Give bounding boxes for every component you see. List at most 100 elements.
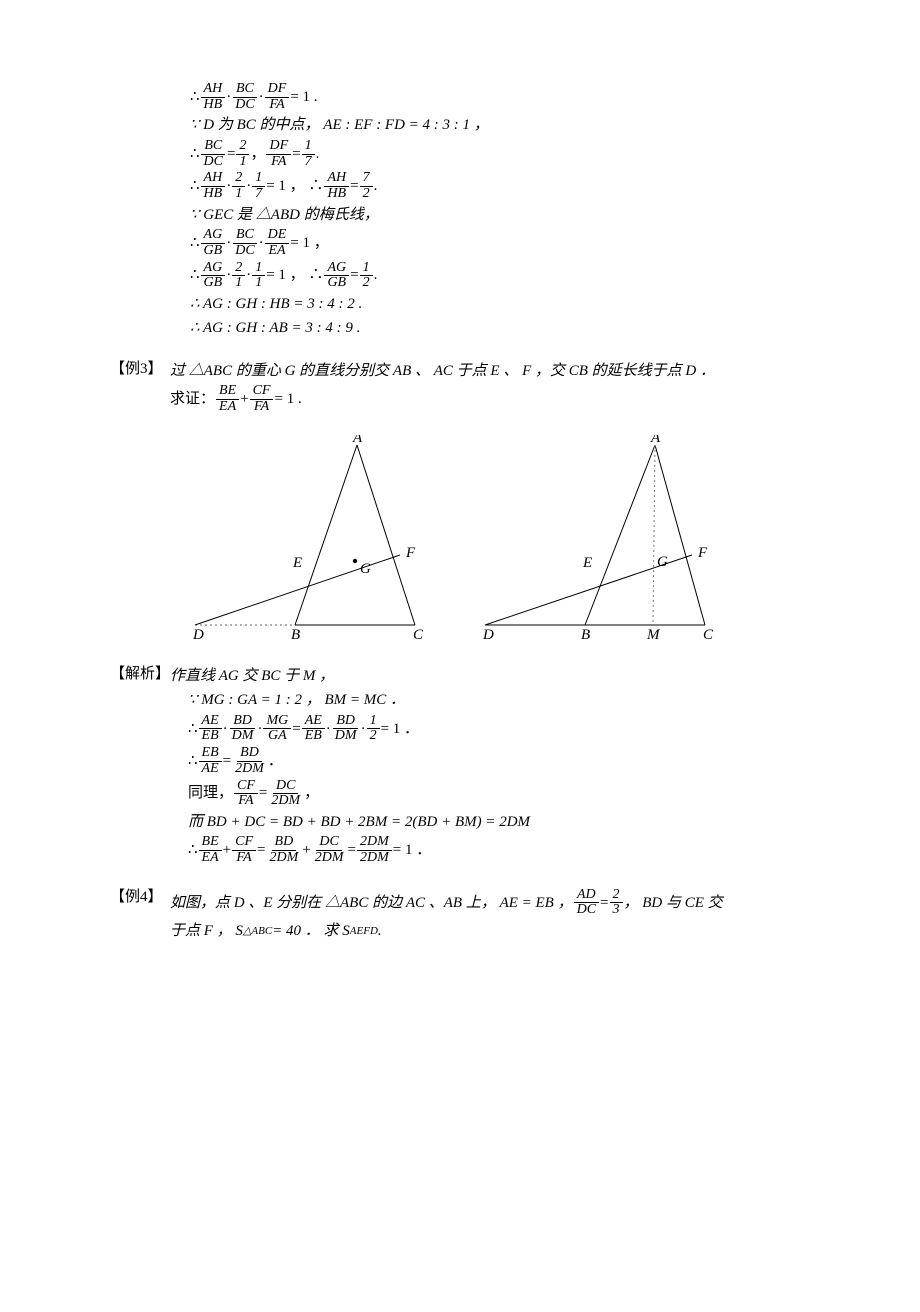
txt: 求证： [170, 388, 215, 411]
p1-line8: ∴ AG : GH : HB = 3 : 4 : 2 . [190, 293, 810, 316]
frac: 23 [610, 888, 623, 918]
svg-text:D: D [192, 627, 204, 643]
txt: ， BD 与 CE 交 [624, 892, 723, 915]
frac: 72 [360, 171, 373, 201]
s3-line7: ∴ BEEA + CFFA = BD2DM + DC2DM = 2DM2DM =… [188, 835, 810, 865]
txt: · [361, 718, 366, 741]
txt: 同理， [188, 782, 233, 805]
example-3-label: 【例3】 [110, 358, 170, 381]
txt: ∴ [188, 750, 198, 773]
txt: = 1 ． [381, 718, 419, 741]
sub: AEFD [350, 923, 378, 940]
txt: = [600, 892, 608, 915]
txt: = [350, 175, 358, 198]
p1-line7: ∴ AGGB · 21 · 11 = 1 ， ∴ AGGB = 12 . [190, 261, 810, 291]
svg-text:A: A [352, 435, 363, 446]
txt: ∴ [190, 264, 200, 287]
p1-line2: ∵ D 为 BC 的中点， AE : EF : FD = 4 : 3 : 1 ， [190, 114, 810, 137]
txt: ． [268, 750, 283, 773]
frac: 21 [232, 261, 245, 291]
txt: ∴ [188, 839, 198, 862]
txt: = [223, 750, 231, 773]
frac: CFFA [250, 384, 274, 414]
txt: ∴ [190, 232, 200, 255]
svg-text:B: B [291, 627, 300, 643]
s3-line5: 同理， CFFA = DC2DM ， [188, 779, 810, 809]
frac: AGGB [324, 261, 349, 291]
svg-text:A: A [650, 435, 661, 446]
txt: · [223, 718, 228, 741]
txt: ， [304, 782, 319, 805]
txt: · [246, 264, 251, 287]
figure-1: ABCDEFG [185, 435, 445, 645]
frac: AHHB [201, 171, 226, 201]
frac: AGGB [201, 228, 226, 258]
frac: ADDC [574, 888, 599, 918]
txt: = 1 ， [290, 232, 328, 255]
solution-3-label: 【解析】 [110, 663, 170, 686]
svg-text:C: C [703, 627, 714, 643]
p1-line9: ∴ AG : GH : AB = 3 : 4 : 9 . [190, 317, 810, 340]
figure-2: ABCDMEFG [475, 435, 735, 645]
frac: AHHB [324, 171, 349, 201]
frac: BDDM [229, 714, 257, 744]
txt: · [226, 232, 231, 255]
frac: 21 [232, 171, 245, 201]
frac: EBAE [199, 746, 222, 776]
p1-line6: ∴ AGGB · BCDC · DEEA = 1 ， [190, 228, 810, 258]
p1-line4: ∴ AHHB · 21 · 17 = 1 ， ∴ AHHB = 72 . [190, 171, 810, 201]
frac: DC2DM [312, 835, 347, 865]
frac: DEEA [265, 228, 290, 258]
example-3: 【例3】 过 △ABC 的重心 G 的直线分别交 AB 、 AC 于点 E 、 … [110, 358, 810, 417]
txt: = [348, 839, 356, 862]
txt: ∴ [190, 86, 200, 109]
ex4-line2: 于点 F ， S△ABC = 40 ． 求 SAEFD . [170, 920, 810, 943]
txt: . [374, 264, 378, 287]
frac: BCDC [232, 82, 257, 112]
txt: ∴ [190, 143, 200, 166]
p1-line5: ∵ GEC 是 △ABD 的梅氏线， [190, 204, 810, 227]
svg-text:E: E [582, 555, 592, 571]
s3-line1: 作直线 AG 交 BC 于 M ， [170, 665, 810, 688]
txt: · [257, 718, 262, 741]
txt: · [226, 175, 231, 198]
svg-text:F: F [697, 545, 708, 561]
txt: = 1 ， ∴ [266, 264, 323, 287]
txt: = 1 ， ∴ [266, 175, 323, 198]
txt: = [350, 264, 358, 287]
txt: · [226, 86, 231, 109]
s3-line3: ∴ AEEB · BDDM · MGGA = AEEB · BDDM · 12 … [188, 714, 810, 744]
solution-3-content: 作直线 AG 交 BC 于 M ， ∵ MG : GA = 1 : 2 ， BM… [170, 663, 810, 868]
txt: · [226, 264, 231, 287]
diagrams-row: ABCDEFG ABCDMEFG [110, 435, 810, 645]
txt: · [259, 86, 264, 109]
p1-line3: ∴ BCDC = 21 ， DFFA = 17 . [190, 139, 810, 169]
example-4-label: 【例4】 [110, 886, 170, 909]
frac: BD2DM [232, 746, 267, 776]
txt: ， [250, 143, 265, 166]
txt: · [246, 175, 251, 198]
txt: = 40 ． 求 S [272, 920, 350, 943]
frac: 12 [360, 261, 373, 291]
frac: AEEB [199, 714, 222, 744]
txt: + [223, 839, 231, 862]
svg-text:F: F [405, 545, 416, 561]
s3-line4: ∴ EBAE = BD2DM ． [188, 746, 810, 776]
sub: △ABC [243, 923, 272, 940]
frac: 21 [236, 139, 249, 169]
svg-text:M: M [646, 627, 661, 643]
txt: . [316, 143, 320, 166]
txt: . [378, 920, 382, 943]
s3-line6: 而 BD + DC = BD + BD + 2BM = 2(BD + BM) =… [188, 811, 810, 834]
txt: = [292, 718, 300, 741]
txt: + [240, 388, 248, 411]
txt: = 1 . [274, 388, 301, 411]
frac: BCDC [201, 139, 226, 169]
txt: + [302, 839, 310, 862]
frac: CFFA [234, 779, 258, 809]
txt: · [259, 232, 264, 255]
svg-text:G: G [657, 554, 668, 570]
frac: 11 [252, 261, 265, 291]
txt: 如图，点 D 、E 分别在 △ABC 的边 AC 、AB 上， AE = EB … [170, 892, 573, 915]
frac: DFFA [265, 82, 290, 112]
